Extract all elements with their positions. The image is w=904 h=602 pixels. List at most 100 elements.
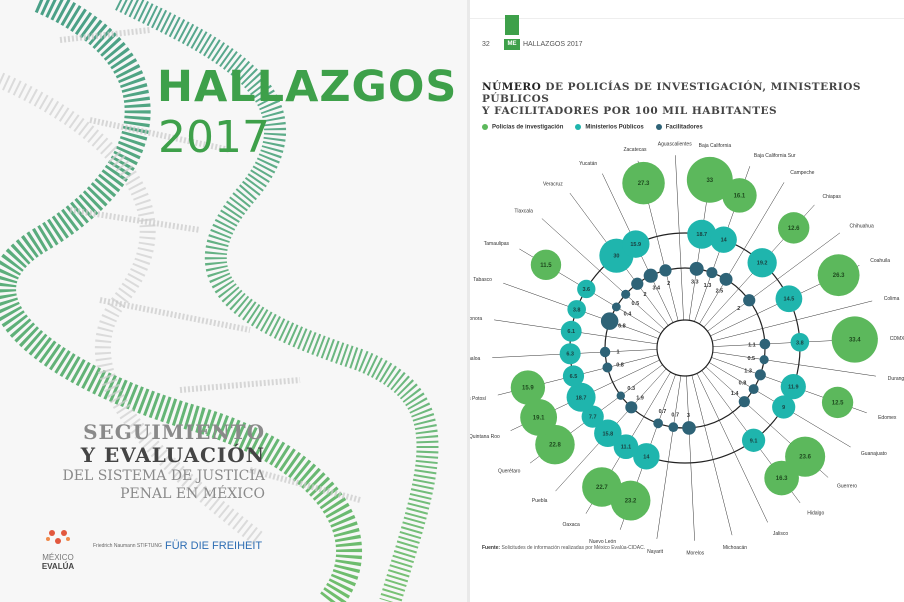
state-label: Chiapas	[823, 194, 842, 200]
page-number: 32	[482, 41, 490, 48]
police-bubble	[520, 398, 558, 436]
state-label: Campeche	[790, 170, 814, 176]
state-label: Veracruz	[543, 181, 563, 187]
cover-page: HALLAZGOS 2017 SEGUIMIENTO Y EVALUACIÓN …	[0, 0, 467, 602]
facilitator-value: 2	[667, 281, 670, 287]
police-bubble	[510, 370, 546, 405]
section-tab-marker	[505, 15, 519, 35]
state-label: Hidalgo	[807, 511, 824, 517]
center-circle	[656, 319, 714, 377]
mp-value: 3.6	[582, 287, 590, 293]
police-bubble	[817, 254, 860, 297]
mp-bubble	[710, 226, 737, 253]
state-label: Yucatán	[579, 161, 597, 167]
spoke-line	[656, 375, 682, 539]
mp-value: 14.5	[784, 297, 795, 303]
facilitator-bubble	[653, 418, 663, 429]
fnf-small-text: Friedrich Naumann STIFTUNG	[93, 543, 162, 550]
facilitator-bubble	[759, 355, 769, 365]
state-label: Michoacán	[723, 545, 747, 551]
mp-value: 3.8	[796, 340, 804, 346]
spoke-line	[686, 375, 695, 541]
spoke-line	[699, 182, 785, 325]
mp-value: 19.2	[757, 261, 768, 267]
mp-bubble	[566, 382, 596, 412]
mp-value: 18.7	[696, 232, 707, 238]
mp-bubble	[594, 419, 622, 448]
spoke-line	[712, 351, 876, 377]
facilitator-value: 1.4	[731, 391, 740, 397]
mp-bubble	[577, 279, 596, 299]
dna-helix-illustration	[0, 0, 439, 602]
radial-bubble-chart: Aguascalientes 3.3 18.7 33 Baja California 1.…	[470, 141, 904, 557]
mp-value: 6.5	[570, 374, 578, 380]
cover-title: HALLAZGOS	[157, 62, 458, 112]
mp-bubble	[775, 285, 803, 313]
police-value: 12.6	[788, 226, 800, 232]
state-label: Chihuahua	[850, 224, 874, 230]
mp-bubble	[780, 374, 806, 400]
police-value: 19.1	[533, 415, 545, 421]
mp-value: 30	[613, 254, 619, 260]
facilitator-value: 0.5	[631, 301, 639, 307]
legend-item-mp: Ministerios Públicos	[575, 124, 644, 131]
police-value: 16.1	[734, 193, 746, 199]
facilitator-bubble	[631, 277, 644, 290]
state-label: Oaxaca	[563, 522, 580, 528]
fnf-big-text: FÜR DIE FREIHEIT	[164, 540, 263, 552]
mp-value: 7.7	[589, 415, 597, 421]
chart-source: Fuente: Solicitudes de información reali…	[482, 545, 645, 551]
chart-title-line2: Y FACILITADORES POR 100 MIL HABITANTES	[482, 105, 778, 117]
state-label: Tabasco	[473, 277, 492, 283]
state-label: Guerrero	[837, 484, 857, 490]
facilitator-value: 0.7	[659, 409, 667, 415]
source-label: Fuente:	[482, 545, 501, 551]
state-label: Edomex	[878, 415, 897, 421]
inner-page: 32 ME HALLAZGOS 2017 NÚMERO DE POLICÍAS …	[470, 0, 904, 602]
police-bubble	[686, 156, 733, 203]
police-value: 22.8	[549, 443, 561, 449]
police-bubble	[785, 436, 826, 477]
facilitator-bubble	[599, 346, 611, 358]
facilitator-bubble	[754, 369, 766, 381]
police-value: 23.6	[799, 455, 811, 461]
facilitator-bubble	[621, 289, 631, 299]
mp-value: 14	[721, 238, 728, 244]
facilitator-value: 1.3	[704, 283, 712, 289]
state-label: Colima	[884, 296, 900, 302]
mp-value: 11.9	[788, 385, 798, 391]
facilitator-value: 1.9	[636, 396, 644, 402]
source-text: Solicitudes de información realizadas po…	[500, 545, 646, 551]
chart-legend: Policías de investigación Ministerios Pú…	[482, 124, 703, 131]
facilitator-bubble	[706, 267, 718, 279]
facilitator-value: 6.8	[618, 323, 626, 329]
facilitator-value: 1.3	[744, 369, 752, 375]
mexico-evalua-name: EVALÚA	[41, 562, 75, 571]
police-value: 12.5	[832, 400, 844, 406]
legend-item-police: Policías de investigación	[482, 124, 563, 131]
mp-value: 3.8	[573, 307, 581, 313]
mp-bubble	[633, 443, 660, 470]
facilitator-value: 2	[737, 306, 740, 312]
mp-bubble	[747, 248, 777, 278]
facilitator-value: 3	[687, 413, 690, 419]
police-bubble	[582, 467, 622, 507]
fnf-logo: Friedrich Naumann STIFTUNG FÜR DIE FREIH…	[93, 540, 262, 552]
facilitator-bubble	[625, 401, 638, 414]
police-bubble	[722, 178, 757, 213]
facilitator-bubble	[719, 272, 733, 286]
facilitator-value: 0.8	[739, 380, 747, 386]
mp-bubble	[772, 395, 796, 419]
facilitator-value: 0.4	[624, 312, 633, 318]
mexico-evalua-logo: MÉXICO EVALÚA	[38, 527, 78, 571]
legend-label-mp: Ministerios Públicos	[585, 124, 644, 131]
facilitator-value: 0.8	[616, 362, 624, 368]
mp-value: 9	[782, 405, 785, 411]
mp-bubble	[613, 434, 639, 460]
police-value: 15.9	[522, 386, 534, 392]
state-label: Morelos	[686, 551, 704, 557]
police-value: 22.7	[596, 485, 608, 491]
facilitator-value: 3.4	[652, 285, 661, 291]
facilitator-value: 2	[644, 292, 647, 298]
spoke-line	[675, 155, 684, 321]
